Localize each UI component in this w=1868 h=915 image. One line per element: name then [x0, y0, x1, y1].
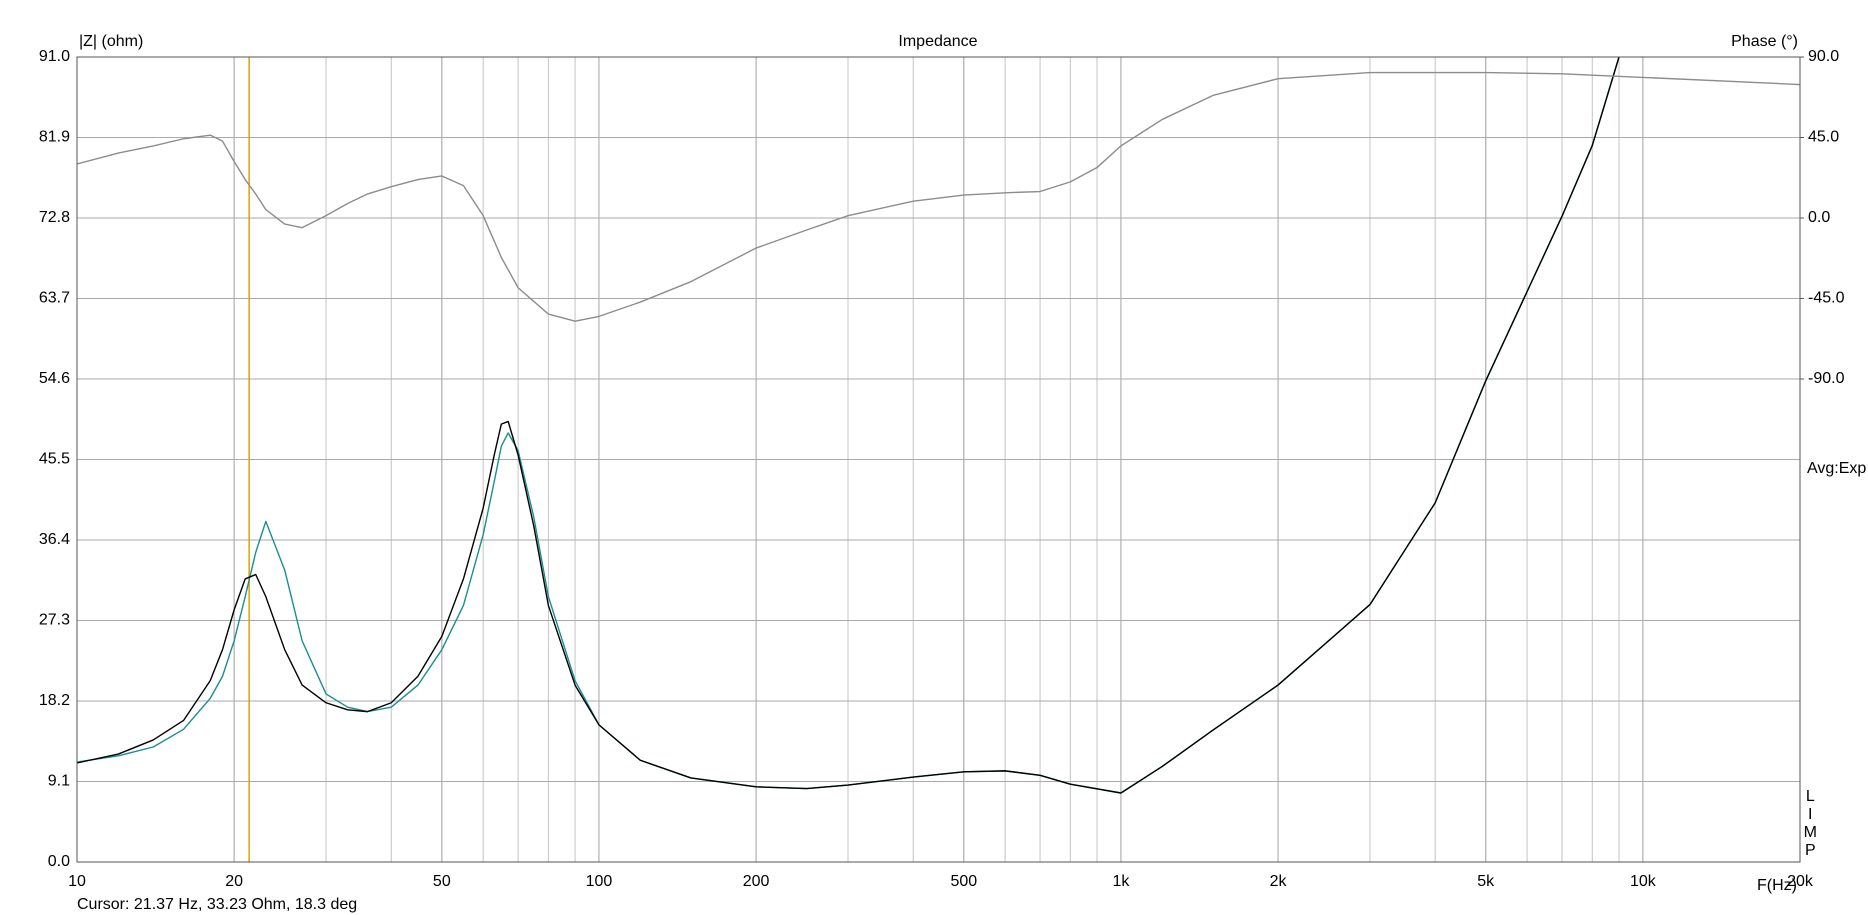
- y2-axis-label: Phase (°): [1731, 33, 1798, 50]
- x-tick-label: 10k: [1630, 873, 1657, 890]
- x-tick-label: 200: [743, 873, 770, 890]
- x-tick-label: 5k: [1477, 873, 1495, 890]
- cursor-readout: Cursor: 21.37 Hz, 33.23 Ohm, 18.3 deg: [77, 896, 357, 913]
- x-tick-label: 1k: [1112, 873, 1130, 890]
- y-tick-label: 0.0: [48, 853, 70, 870]
- plot-frame: [76, 56, 1801, 863]
- y-tick-label: 63.7: [39, 290, 70, 307]
- x-axis-label: F(Hz): [1757, 877, 1797, 894]
- series-line: [77, 71, 1800, 322]
- y2-tick-label: 45.0: [1808, 129, 1839, 146]
- x-tick-label: 50: [433, 873, 451, 890]
- x-tick-label: 10: [68, 873, 86, 890]
- y-tick-label: 18.2: [39, 692, 70, 709]
- y-axis-label: |Z| (ohm): [79, 33, 143, 50]
- chart-title: Impedance: [898, 33, 977, 50]
- series-line: [77, 57, 1620, 794]
- x-tick-label: 100: [586, 873, 613, 890]
- x-tick-label: 20: [225, 873, 243, 890]
- y-tick-label: 9.1: [48, 773, 70, 790]
- y-tick-label: 91.0: [39, 48, 70, 65]
- labels: 10 20 50 100 200 500 1k 2k 5k 10k 20k 0.0 9.1 18.2 27.…: [39, 48, 1845, 890]
- x-tick-label: 20k: [1787, 873, 1814, 890]
- y-tick-label: 81.9: [39, 129, 70, 146]
- annotation: LIMP: [1802, 788, 1819, 860]
- y2-tick-label: 90.0: [1808, 48, 1839, 65]
- lines: [77, 57, 1800, 862]
- y2-tick-label: 0.0: [1808, 209, 1830, 226]
- annotation: Avg:Exp: [1807, 460, 1866, 477]
- y-tick-label: 54.6: [39, 370, 70, 387]
- grid: [76, 56, 1801, 863]
- y2-tick-label: -45.0: [1808, 290, 1845, 307]
- y-tick-label: 36.4: [39, 531, 70, 548]
- x-tick-label: 500: [950, 873, 977, 890]
- y-tick-label: 45.5: [39, 451, 70, 468]
- y-tick-label: 72.8: [39, 209, 70, 226]
- y2-tick-label: -90.0: [1808, 370, 1845, 387]
- x-tick-label: 2k: [1270, 873, 1288, 890]
- y-tick-label: 27.3: [39, 612, 70, 629]
